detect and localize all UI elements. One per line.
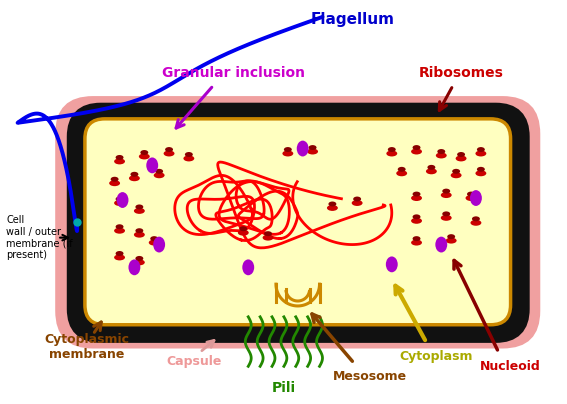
Ellipse shape (134, 259, 145, 265)
Ellipse shape (441, 215, 452, 221)
Ellipse shape (239, 226, 247, 231)
Text: Pili: Pili (272, 381, 296, 395)
Ellipse shape (264, 231, 272, 236)
Ellipse shape (451, 172, 462, 178)
Ellipse shape (153, 237, 165, 252)
Ellipse shape (136, 228, 143, 233)
Ellipse shape (442, 189, 450, 194)
Ellipse shape (134, 232, 145, 238)
Ellipse shape (476, 151, 486, 156)
Ellipse shape (435, 237, 447, 252)
Ellipse shape (328, 202, 336, 206)
Ellipse shape (411, 149, 422, 154)
Ellipse shape (146, 158, 158, 173)
Ellipse shape (472, 217, 480, 221)
Ellipse shape (413, 236, 421, 241)
Ellipse shape (413, 215, 421, 219)
FancyBboxPatch shape (55, 96, 540, 349)
Ellipse shape (116, 155, 124, 160)
Ellipse shape (411, 240, 422, 246)
Text: Ribosomes: Ribosomes (418, 66, 503, 80)
Ellipse shape (155, 169, 163, 174)
Ellipse shape (111, 177, 119, 182)
Ellipse shape (452, 169, 460, 174)
FancyBboxPatch shape (85, 119, 510, 325)
Ellipse shape (139, 154, 150, 160)
Ellipse shape (154, 172, 164, 178)
Ellipse shape (426, 168, 437, 174)
Text: Cytoplasmic
membrane: Cytoplasmic membrane (44, 332, 129, 360)
Ellipse shape (470, 190, 482, 206)
Ellipse shape (114, 158, 125, 164)
Ellipse shape (327, 205, 338, 211)
Ellipse shape (411, 195, 422, 201)
Ellipse shape (386, 151, 397, 156)
Ellipse shape (411, 218, 422, 224)
Ellipse shape (129, 259, 141, 275)
Ellipse shape (136, 256, 143, 261)
Ellipse shape (136, 204, 143, 209)
Ellipse shape (116, 224, 124, 229)
Ellipse shape (150, 236, 158, 241)
Ellipse shape (467, 191, 475, 197)
Ellipse shape (476, 170, 486, 176)
Ellipse shape (185, 152, 193, 157)
Ellipse shape (307, 149, 318, 154)
Ellipse shape (165, 147, 173, 152)
Ellipse shape (442, 211, 450, 217)
Ellipse shape (471, 220, 481, 226)
Ellipse shape (446, 238, 456, 244)
Ellipse shape (477, 147, 485, 152)
Ellipse shape (149, 240, 160, 246)
Text: Mesosome: Mesosome (333, 370, 407, 383)
Ellipse shape (413, 145, 421, 150)
Ellipse shape (116, 251, 124, 256)
Ellipse shape (129, 175, 140, 181)
Ellipse shape (116, 197, 124, 202)
Ellipse shape (428, 165, 435, 170)
Ellipse shape (114, 228, 125, 234)
Ellipse shape (242, 259, 254, 275)
Ellipse shape (388, 147, 396, 152)
Text: Granular inclusion: Granular inclusion (162, 66, 305, 80)
Ellipse shape (134, 208, 145, 214)
Ellipse shape (238, 230, 249, 236)
Ellipse shape (441, 192, 452, 198)
Ellipse shape (397, 167, 405, 172)
Ellipse shape (282, 151, 293, 156)
Ellipse shape (114, 200, 125, 206)
Ellipse shape (114, 255, 125, 261)
Ellipse shape (109, 180, 120, 186)
Ellipse shape (447, 234, 455, 239)
FancyBboxPatch shape (73, 109, 523, 337)
Ellipse shape (457, 152, 465, 157)
Ellipse shape (413, 191, 421, 197)
Ellipse shape (352, 200, 362, 206)
Text: Capsule: Capsule (166, 355, 222, 368)
Ellipse shape (183, 156, 194, 162)
Ellipse shape (117, 192, 129, 208)
Ellipse shape (353, 197, 361, 202)
Text: Cytoplasm: Cytoplasm (400, 350, 473, 363)
Ellipse shape (308, 145, 316, 150)
Ellipse shape (436, 152, 447, 158)
Ellipse shape (297, 141, 308, 156)
Ellipse shape (477, 167, 485, 172)
Ellipse shape (284, 147, 292, 152)
Ellipse shape (456, 156, 467, 162)
Ellipse shape (141, 150, 148, 155)
Ellipse shape (386, 257, 397, 272)
Text: Flagellum: Flagellum (310, 13, 394, 27)
Ellipse shape (437, 149, 445, 154)
Ellipse shape (263, 235, 273, 241)
Ellipse shape (466, 195, 476, 201)
Ellipse shape (396, 170, 407, 176)
Ellipse shape (130, 172, 138, 177)
Text: Nucleoid: Nucleoid (480, 360, 541, 373)
Ellipse shape (164, 151, 175, 156)
Text: Cell
wall / outer
membrane (if
present): Cell wall / outer membrane (if present) (6, 215, 73, 260)
